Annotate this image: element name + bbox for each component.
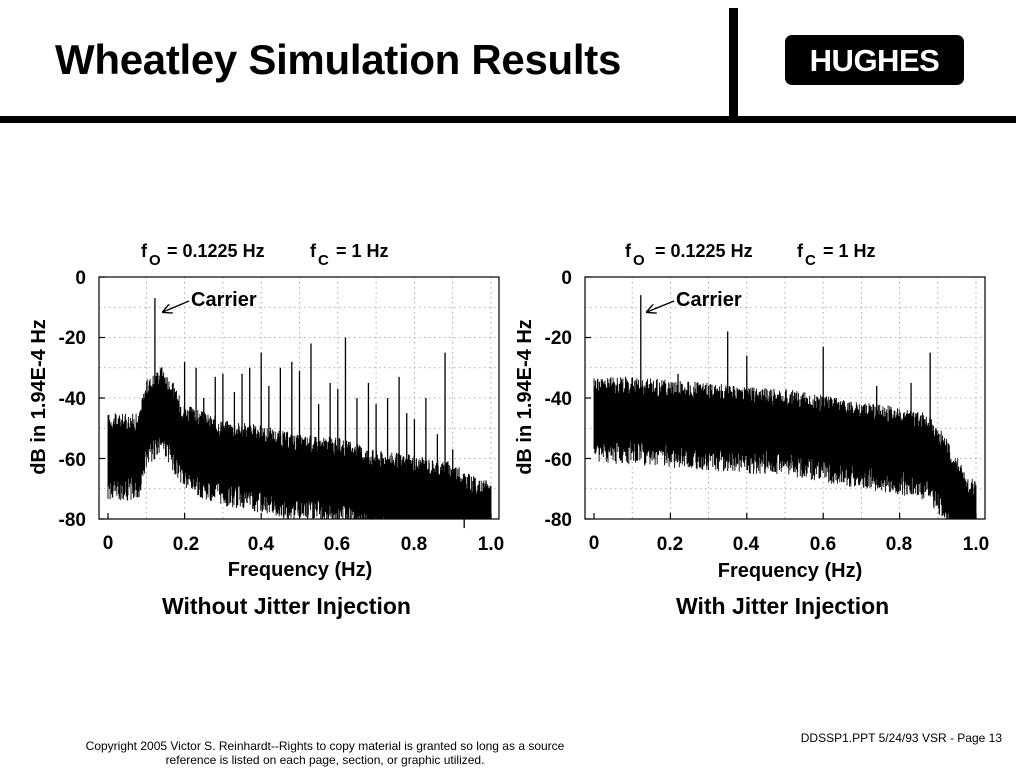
copyright-line-1: Copyright 2005 Victor S. Reinhardt--Righ… [85, 739, 565, 753]
chart-2-xtick-1: 0.2 [657, 534, 683, 555]
chart-2-ylabel: dB in 1.94E-4 Hz [514, 319, 536, 475]
chart-2-carrier-arrow [647, 300, 675, 312]
chart-2-xtick-5: 1.0 [963, 534, 989, 555]
chart-2-carrier-annotation: Carrier [676, 289, 742, 311]
chart-1-trace [107, 298, 492, 529]
chart-2-header-fc-value: = 1 Hz [823, 241, 876, 261]
copyright-line-2: reference is listed on each page, sectio… [165, 753, 485, 767]
chart-without-jitter: f O = 0.1225 Hz f C = 1 Hz 0 -20 -40 -60… [28, 241, 504, 581]
chart-2-xlabel: Frequency (Hz) [718, 560, 862, 582]
chart-1-ytick-2: -40 [59, 389, 86, 410]
chart-1-xtick-1: 0.2 [173, 534, 199, 555]
chart-2-plot-frame [584, 276, 986, 520]
chart-1-noise-trace [107, 367, 492, 519]
hughes-logo: HUGHES [785, 35, 964, 85]
chart-2-ytick-4: -80 [545, 510, 572, 531]
chart-1-header-fo-value: = 0.1225 Hz [167, 241, 265, 261]
chart-2-ytick-0: 0 [561, 268, 572, 289]
chart-2-xtick-2: 0.4 [733, 534, 760, 555]
chart-2-header-fc-label: f [797, 241, 804, 261]
chart-1-ytick-3: -60 [59, 450, 86, 471]
chart-1-ytick-0: 0 [75, 268, 86, 289]
chart-1-carrier-arrow [163, 300, 190, 312]
chart-2-ytick-2: -40 [545, 389, 572, 410]
chart-1-header-fc-value: = 1 Hz [336, 241, 389, 261]
header-vertical-divider [729, 8, 738, 118]
chart-1-caption: Without Jitter Injection [162, 593, 411, 619]
chart-1-header-fo-sub: O [149, 252, 161, 269]
chart-2-header-fc-sub: C [805, 252, 816, 269]
chart-2-noise-trace [593, 376, 977, 519]
chart-1-ytick-4: -80 [59, 510, 86, 531]
chart-1-header-fc-sub: C [318, 252, 329, 269]
chart-2-header-fo-label: f [625, 241, 632, 261]
chart-1-plot-frame [98, 276, 500, 520]
chart-1-xtick-5: 1.0 [478, 534, 504, 555]
chart-2-xtick-3: 0.6 [810, 534, 836, 555]
chart-2-header-fo-value: = 0.1225 Hz [655, 241, 753, 261]
chart-2-caption: With Jitter Injection [676, 593, 890, 619]
chart-2-header-fo-sub: O [633, 252, 645, 269]
chart-2-xtick-0: 0 [589, 533, 600, 554]
copyright-footer: Copyright 2005 Victor S. Reinhardt--Righ… [40, 739, 610, 767]
slide-title: Wheatley Simulation Results [55, 36, 622, 83]
page-footer: DDSSP1.PPT 5/24/93 VSR - Page 13 [800, 731, 1002, 745]
header-horizontal-divider [0, 116, 1016, 123]
chart-1-ylabel: dB in 1.94E-4 Hz [28, 319, 50, 475]
chart-2-ytick-3: -60 [545, 450, 572, 471]
chart-1-xtick-2: 0.4 [248, 534, 275, 555]
chart-1-carrier-annotation: Carrier [191, 289, 257, 311]
chart-with-jitter: f O = 0.1225 Hz f C = 1 Hz 0 -20 -40 -60… [514, 241, 989, 582]
chart-2-ytick-1: -20 [545, 328, 572, 349]
chart-1-ytick-1: -20 [59, 328, 86, 349]
chart-1-xlabel: Frequency (Hz) [228, 559, 372, 581]
chart-1-header-fo-label: f [141, 241, 148, 261]
chart-1-header-fc-label: f [310, 241, 317, 261]
chart-1-xtick-0: 0 [103, 533, 114, 554]
chart-2-trace [593, 295, 977, 519]
chart-2-xtick-4: 0.8 [886, 534, 912, 555]
chart-1-xtick-3: 0.6 [324, 534, 350, 555]
chart-1-xtick-4: 0.8 [401, 534, 427, 555]
